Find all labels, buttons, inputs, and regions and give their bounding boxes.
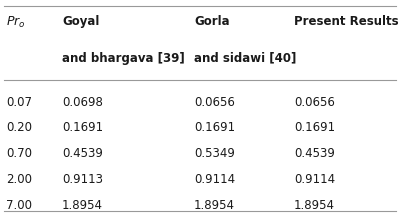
Text: 0.0698: 0.0698 bbox=[62, 96, 103, 109]
Text: 7.00: 7.00 bbox=[6, 199, 32, 212]
Text: 1.8954: 1.8954 bbox=[294, 199, 335, 212]
Text: 0.0656: 0.0656 bbox=[194, 96, 235, 109]
Text: 0.5349: 0.5349 bbox=[194, 147, 235, 160]
Text: and sidawi [40]: and sidawi [40] bbox=[194, 52, 296, 64]
Text: 2.00: 2.00 bbox=[6, 173, 32, 186]
Text: 0.70: 0.70 bbox=[6, 147, 32, 160]
Text: Gorla: Gorla bbox=[194, 15, 230, 28]
Text: 0.1691: 0.1691 bbox=[62, 121, 103, 134]
Text: 0.4539: 0.4539 bbox=[62, 147, 103, 160]
Text: and bhargava [39]: and bhargava [39] bbox=[62, 52, 185, 64]
Text: 1.8954: 1.8954 bbox=[62, 199, 103, 212]
Text: 1.8954: 1.8954 bbox=[194, 199, 235, 212]
Text: 0.1691: 0.1691 bbox=[194, 121, 235, 134]
Text: $\mathit{Pr_o}$: $\mathit{Pr_o}$ bbox=[6, 15, 26, 30]
Text: 0.9114: 0.9114 bbox=[294, 173, 335, 186]
Text: Present Results: Present Results bbox=[294, 15, 399, 28]
Text: 0.0656: 0.0656 bbox=[294, 96, 335, 109]
Text: 0.9113: 0.9113 bbox=[62, 173, 103, 186]
Text: 0.07: 0.07 bbox=[6, 96, 32, 109]
Text: 0.1691: 0.1691 bbox=[294, 121, 335, 134]
Text: Goyal: Goyal bbox=[62, 15, 99, 28]
Text: 0.9114: 0.9114 bbox=[194, 173, 235, 186]
Text: 0.4539: 0.4539 bbox=[294, 147, 335, 160]
Text: 0.20: 0.20 bbox=[6, 121, 32, 134]
